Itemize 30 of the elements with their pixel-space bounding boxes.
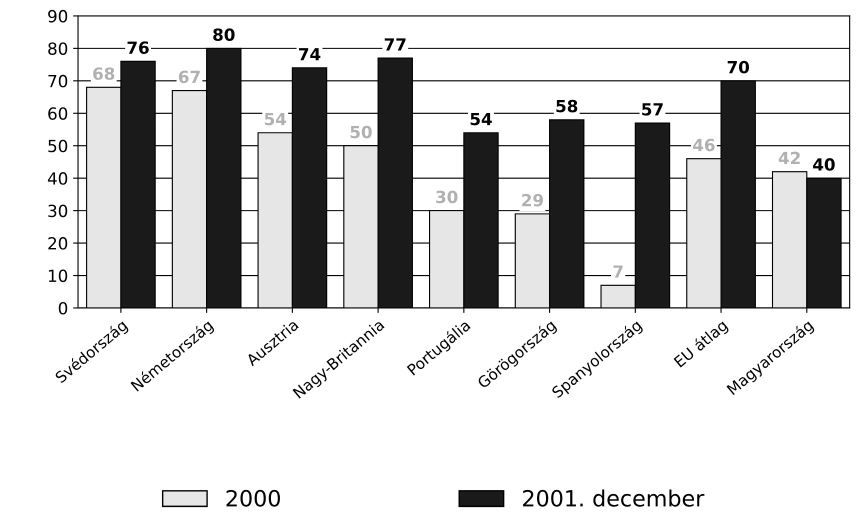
data-label: 30	[436, 190, 458, 204]
data-label: 74	[299, 48, 320, 60]
data-label: 67	[178, 70, 200, 84]
data-label: 40	[813, 158, 835, 171]
y-tick-label: 70	[48, 74, 68, 88]
y-tick-label: 10	[48, 269, 68, 282]
data-label: 77	[384, 38, 406, 50]
data-label: 29	[522, 194, 543, 206]
y-tick-label: 80	[48, 42, 68, 55]
data-label: 57	[642, 103, 663, 116]
y-tick-label: 20	[48, 237, 68, 250]
data-label: 80	[213, 28, 235, 41]
y-tick-label: 40	[48, 172, 68, 185]
y-tick-label: 0	[58, 302, 68, 315]
data-label: 7	[613, 265, 623, 278]
legend-label: 2000	[226, 490, 280, 507]
data-label: 76	[128, 41, 149, 54]
data-label: 42	[778, 152, 800, 164]
data-label: 54	[470, 112, 492, 126]
data-label: 46	[693, 138, 715, 152]
legend-label: 2001. december	[523, 489, 704, 507]
data-label: 68	[93, 67, 114, 80]
data-label: 70	[728, 60, 749, 74]
data-label: 50	[350, 126, 372, 138]
data-label: 58	[556, 100, 578, 112]
y-tick-label: 30	[48, 204, 68, 218]
data-label: 54	[264, 112, 286, 126]
y-tick-label: 60	[48, 107, 68, 120]
y-tick-label: 90	[48, 10, 68, 22]
y-tick-label: 50	[48, 140, 68, 152]
